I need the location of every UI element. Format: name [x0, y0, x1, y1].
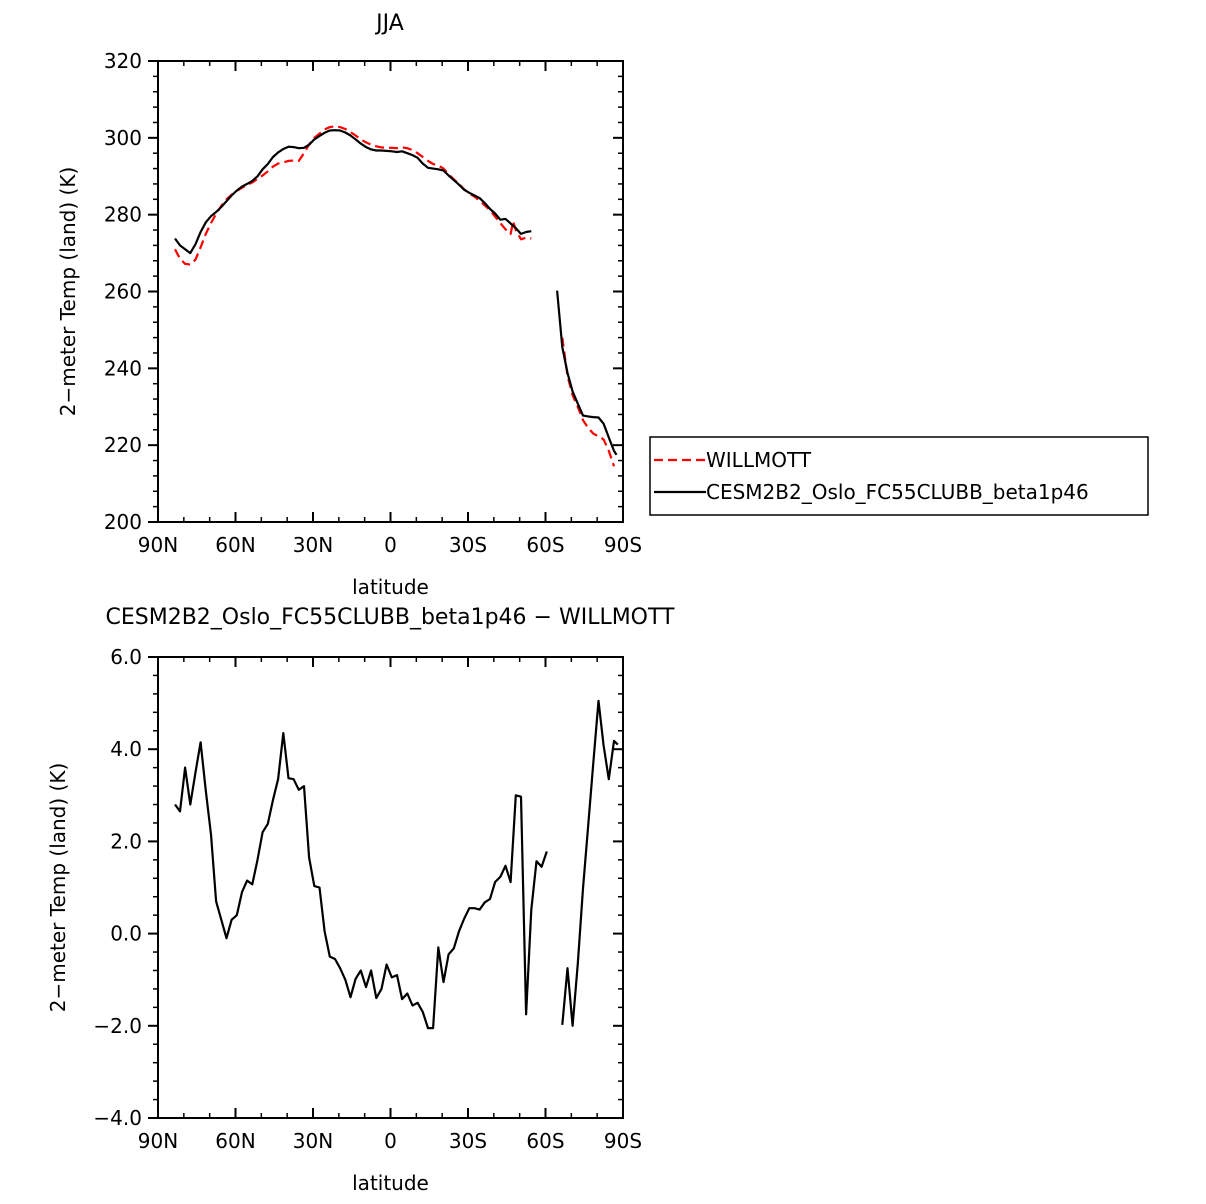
x-tick-label: 0 — [384, 1129, 397, 1153]
y-tick-label: −2.0 — [93, 1014, 142, 1038]
y-axis-label: 2−meter Temp (land) (K) — [46, 763, 70, 1013]
x-tick-label: 30S — [449, 533, 487, 557]
y-tick-label: 300 — [104, 126, 142, 150]
x-tick-label: 90S — [604, 1129, 642, 1153]
x-tick-label: 0 — [384, 533, 397, 557]
y-tick-label: −4.0 — [93, 1106, 142, 1130]
series-line-difference — [561, 699, 619, 1027]
x-tick-label: 30N — [293, 533, 333, 557]
y-tick-label: 280 — [104, 203, 142, 227]
x-tick-label: 60S — [526, 533, 564, 557]
x-tick-label: 60S — [526, 1129, 564, 1153]
series-line-cesm2b2-oslo-fc55clubb-beta1p46 — [556, 290, 618, 456]
series-line-cesm2b2-oslo-fc55clubb-beta1p46 — [174, 129, 532, 255]
chart-title: JJA — [374, 11, 404, 36]
y-tick-label: 220 — [104, 433, 142, 457]
x-tick-label: 90N — [138, 533, 178, 557]
x-axis-label: latitude — [352, 575, 429, 599]
legend-box — [649, 436, 1149, 516]
legend-label: CESM2B2_Oslo_FC55CLUBB_beta1p46 — [706, 480, 1089, 504]
y-tick-label: 240 — [104, 356, 142, 380]
y-tick-label: 2.0 — [110, 829, 142, 853]
x-tick-label: 60N — [215, 1129, 255, 1153]
y-tick-label: 260 — [104, 280, 142, 304]
x-tick-label: 30S — [449, 1129, 487, 1153]
legend-label: WILLMOTT — [706, 448, 812, 472]
chart-title: CESM2B2_Oslo_FC55CLUBB_beta1p46 − WILLMO… — [106, 605, 676, 630]
y-tick-label: 200 — [104, 510, 142, 534]
y-axis-label: 2−meter Temp (land) (K) — [56, 167, 80, 417]
series-line-willmott — [561, 337, 616, 467]
y-tick-label: 320 — [104, 49, 142, 73]
x-tick-label: 90N — [138, 1129, 178, 1153]
y-tick-label: 0.0 — [110, 922, 142, 946]
x-tick-label: 60N — [215, 533, 255, 557]
y-tick-label: 4.0 — [110, 737, 142, 761]
x-tick-label: 30N — [293, 1129, 333, 1153]
x-tick-label: 90S — [604, 533, 642, 557]
y-tick-label: 6.0 — [110, 645, 142, 669]
x-axis-label: latitude — [352, 1171, 429, 1195]
series-line-willmott — [174, 125, 532, 266]
series-line-difference — [174, 732, 548, 1030]
